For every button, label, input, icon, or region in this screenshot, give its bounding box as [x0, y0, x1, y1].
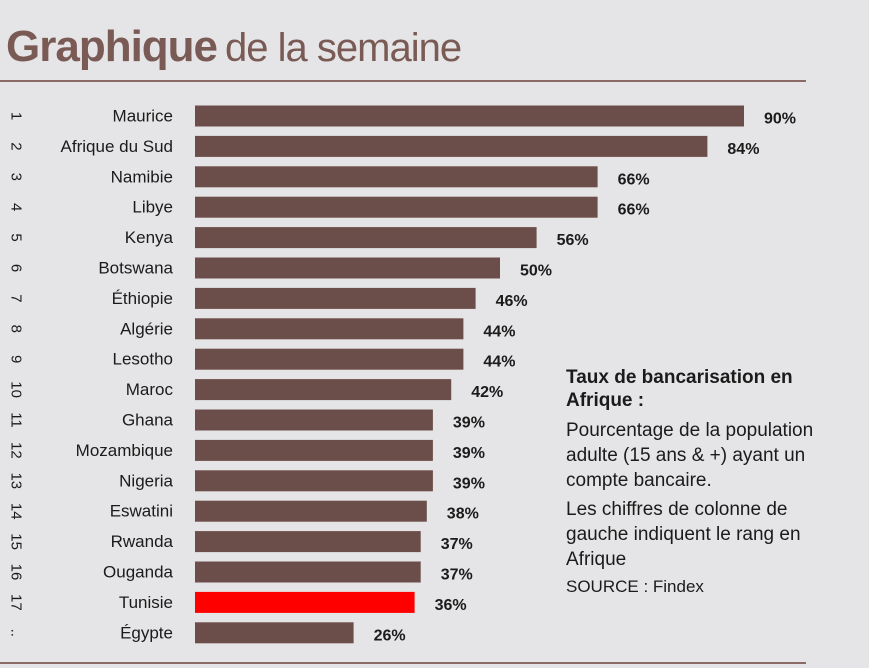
value-label: 37% — [441, 536, 473, 553]
category-label: Mozambique — [76, 441, 173, 460]
bar — [195, 166, 598, 188]
title-light: de la semaine — [225, 26, 462, 70]
rank-label: .. — [8, 629, 25, 637]
title-strong: Graphique — [6, 22, 218, 71]
value-label: 90% — [764, 111, 796, 128]
category-label: Nigeria — [119, 471, 173, 490]
source-label: SOURCE : Findex — [566, 577, 704, 596]
category-label: Libye — [132, 198, 173, 217]
category-label: Maurice — [113, 107, 173, 126]
rank-label: 13 — [8, 472, 25, 489]
value-label: 56% — [557, 232, 589, 249]
rank-label: 12 — [8, 442, 25, 459]
rank-label: 10 — [8, 381, 25, 398]
bar — [195, 531, 421, 553]
category-label: Rwanda — [111, 532, 174, 551]
category-label: Lesotho — [113, 350, 174, 369]
rank-label: 8 — [8, 325, 25, 333]
bar — [195, 470, 433, 492]
note-title: Taux de bancarisation en Afrique : — [566, 367, 793, 411]
value-label: 44% — [483, 323, 515, 340]
category-label: Eswatini — [110, 502, 173, 521]
rank-label: 3 — [8, 173, 25, 181]
bar — [195, 196, 598, 218]
category-label: Kenya — [125, 228, 174, 247]
value-label: 36% — [435, 597, 467, 614]
rank-label: 9 — [8, 355, 25, 363]
value-label: 50% — [520, 263, 552, 280]
value-label: 42% — [471, 384, 503, 401]
chart-header: Graphique de la semaine — [6, 22, 462, 72]
highlighted-bar — [195, 591, 415, 613]
value-label: 46% — [496, 293, 528, 310]
category-label: Botswana — [98, 259, 173, 278]
value-label: 37% — [441, 567, 473, 584]
rank-label: 14 — [8, 503, 25, 520]
top-rule — [0, 80, 806, 82]
bottom-rule — [0, 662, 806, 664]
value-label: 66% — [618, 202, 650, 219]
bar — [195, 409, 433, 431]
rank-label: 5 — [8, 233, 25, 241]
value-label: 66% — [618, 171, 650, 188]
category-label: Afrique du Sud — [61, 137, 173, 156]
bar — [195, 500, 427, 522]
value-label: 44% — [483, 354, 515, 371]
value-label: 39% — [453, 475, 485, 492]
bar — [195, 135, 708, 157]
note-paragraph-2: Les chiffres de colonne de gauche indiqu… — [566, 499, 801, 570]
rank-label: 15 — [8, 533, 25, 550]
rank-label: 7 — [8, 294, 25, 302]
rank-label: 11 — [8, 412, 25, 428]
rank-label: 4 — [8, 203, 25, 211]
value-label: 38% — [447, 506, 479, 523]
rank-label: 2 — [8, 142, 25, 150]
bar — [195, 439, 433, 461]
bar — [195, 287, 476, 309]
bar — [195, 379, 452, 401]
category-label: Maroc — [126, 380, 174, 399]
value-label: 39% — [453, 445, 485, 462]
category-label: Égypte — [120, 623, 173, 642]
category-label: Algérie — [120, 319, 173, 338]
rank-label: 16 — [8, 564, 25, 581]
bar — [195, 257, 500, 279]
rank-label: 6 — [8, 264, 25, 272]
category-label: Tunisie — [119, 593, 173, 612]
bar — [195, 318, 464, 340]
category-label: Ghana — [122, 411, 174, 430]
category-label: Namibie — [111, 167, 173, 186]
chart-note: Taux de bancarisation en Afrique : Pourc… — [566, 366, 826, 598]
bar — [195, 105, 744, 127]
category-label: Ouganda — [103, 563, 173, 582]
value-label: 39% — [453, 415, 485, 432]
note-paragraph-1: Pourcentage de la population adulte (15 … — [566, 420, 814, 491]
bar — [195, 561, 421, 583]
bar — [195, 622, 354, 644]
value-label: 84% — [727, 141, 759, 158]
value-label: 26% — [374, 627, 406, 644]
rank-label: 17 — [8, 594, 25, 611]
bar — [195, 227, 537, 249]
rank-label: 1 — [8, 112, 25, 120]
category-label: Éthiopie — [112, 289, 173, 308]
bar — [195, 348, 464, 370]
